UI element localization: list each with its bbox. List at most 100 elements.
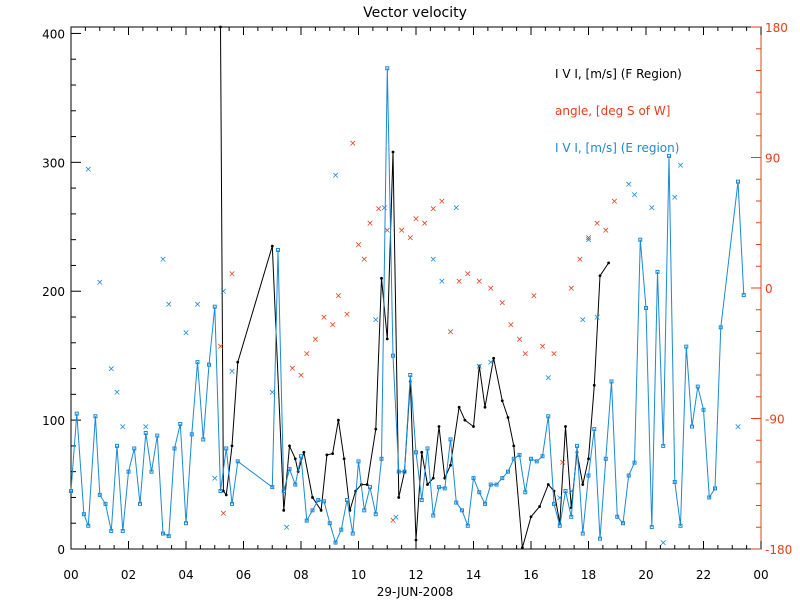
data-point-x: ×: [159, 255, 167, 265]
data-point: [546, 483, 550, 486]
data-point: [143, 431, 148, 435]
x-tick-label: 14: [466, 568, 481, 582]
data-point-x: ×: [217, 342, 225, 352]
data-point: [336, 418, 340, 422]
data-point: [339, 527, 344, 532]
data-point-x: ×: [355, 241, 363, 251]
data-point-x: ×: [375, 204, 383, 214]
x-axis-label: 29-JUN-2008: [377, 585, 453, 599]
data-point-x: ×: [429, 204, 437, 214]
data-point-x: ×: [487, 284, 495, 294]
data-point-x: ×: [297, 371, 305, 381]
data-point-x: ×: [335, 291, 343, 301]
data-point-x: ×: [220, 287, 228, 297]
data-point-x: ×: [372, 316, 380, 326]
data-point: [575, 443, 579, 448]
data-point: [149, 469, 154, 474]
data-point: [586, 473, 591, 478]
data-point: [195, 360, 200, 365]
data-point: [374, 427, 378, 431]
data-point-x: ×: [398, 226, 406, 236]
data-point: [609, 379, 614, 384]
data-point: [477, 490, 482, 495]
data-point-x: ×: [625, 180, 633, 190]
y-tick-label: 0: [57, 543, 65, 557]
data-point: [322, 499, 326, 504]
data-point-x: ×: [96, 278, 104, 288]
data-point-x: ×: [383, 226, 391, 236]
data-point: [270, 244, 274, 248]
data-point: [741, 293, 746, 298]
data-point: [552, 501, 556, 506]
data-point: [449, 463, 452, 467]
data-point: [511, 456, 516, 461]
data-point: [655, 269, 660, 274]
data-point: [678, 523, 683, 528]
data-point: [471, 476, 476, 481]
data-point-x: ×: [211, 474, 219, 484]
data-point: [172, 446, 177, 451]
y-tick-label: 200: [42, 285, 65, 299]
data-point-x: ×: [165, 300, 173, 310]
data-point: [437, 425, 441, 428]
data-point: [345, 498, 349, 503]
data-point: [592, 427, 597, 432]
data-point: [74, 411, 79, 416]
data-point: [587, 457, 590, 461]
data-point: [270, 485, 275, 490]
data-point: [492, 356, 496, 360]
data-point: [97, 492, 102, 497]
data-point: [540, 454, 545, 459]
data-point-x: ×: [659, 539, 667, 549]
data-point: [690, 424, 694, 429]
data-point: [293, 457, 297, 461]
data-point-x: ×: [349, 139, 357, 149]
data-point: [201, 437, 206, 442]
data-point: [483, 501, 487, 506]
data-point-x: ×: [320, 313, 328, 323]
data-point: [454, 500, 459, 505]
data-point: [81, 512, 86, 517]
data-point: [342, 457, 346, 461]
data-point: [580, 531, 585, 536]
data-point-x: ×: [556, 493, 564, 503]
data-point-x: ×: [475, 362, 483, 372]
data-point: [391, 353, 395, 358]
data-point-x: ×: [182, 328, 190, 338]
y-tick-label: 100: [42, 414, 65, 428]
data-point: [598, 274, 602, 278]
data-point-x: ×: [521, 349, 529, 359]
data-point-x: ×: [734, 423, 742, 433]
x-tick-label: 10: [351, 568, 366, 582]
data-point: [546, 414, 551, 419]
data-point: [701, 407, 706, 412]
data-point: [621, 521, 625, 526]
data-point: [327, 521, 332, 526]
data-point: [564, 425, 567, 428]
y2-tick-label: 180: [765, 21, 788, 35]
data-point-x: ×: [593, 219, 601, 229]
data-point-x: ×: [579, 316, 587, 326]
data-point: [287, 467, 292, 472]
data-point-x: ×: [475, 277, 483, 287]
data-point: [414, 538, 418, 542]
data-point: [155, 433, 160, 438]
data-point: [126, 469, 131, 474]
data-point-x: ×: [550, 349, 558, 359]
data-point: [368, 485, 372, 490]
data-point: [592, 383, 596, 387]
data-point-x: ×: [498, 299, 506, 309]
series-line: [70, 68, 745, 545]
data-point: [397, 496, 401, 499]
data-point-x: ×: [567, 487, 575, 497]
x-tick-label: 02: [121, 568, 136, 582]
data-point: [109, 528, 114, 533]
data-point: [431, 476, 435, 480]
data-point: [235, 459, 240, 464]
data-point-x: ×: [392, 513, 400, 523]
data-point: [276, 247, 280, 252]
data-point: [463, 418, 467, 422]
data-point: [581, 483, 585, 486]
data-point: [224, 446, 229, 451]
data-point-x: ×: [452, 203, 460, 213]
